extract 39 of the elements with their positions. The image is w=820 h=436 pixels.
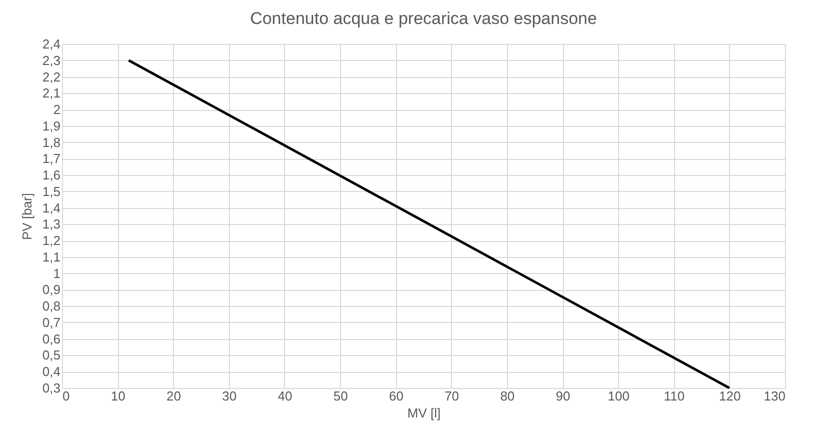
y-tick-label: 0,6 — [42, 331, 60, 346]
x-tick-label: 130 — [764, 388, 786, 404]
y-tick-label: 2 — [53, 102, 60, 118]
y-tick-label: 2,2 — [42, 69, 60, 84]
x-tick-label: 40 — [278, 388, 292, 404]
x-axis-title: MV [l] — [407, 406, 441, 420]
x-tick-label: 30 — [222, 388, 237, 404]
y-tick-label: 1,3 — [42, 216, 60, 232]
x-tick-label: 80 — [500, 388, 515, 404]
y-tick-label: 2,1 — [42, 86, 60, 101]
y-tick-label: 1,5 — [42, 184, 60, 199]
y-tick-label: 1,1 — [42, 249, 60, 264]
chart-title: Contenuto acqua e precarica vaso espansone — [250, 9, 597, 28]
y-tick-label: 0,7 — [42, 314, 60, 330]
x-tick-label: 10 — [110, 388, 126, 404]
y-axis-title: PV [bar] — [19, 193, 34, 240]
x-tick-label: 90 — [556, 388, 570, 404]
x-tick-label: 70 — [444, 388, 460, 404]
x-tick-label: 60 — [388, 388, 404, 404]
y-tick-label: 1,4 — [42, 200, 60, 216]
y-tick-label: 2,4 — [42, 36, 60, 52]
y-tick-label: 1,6 — [42, 168, 60, 183]
y-tick-label: 1,9 — [42, 118, 60, 134]
y-tick-label: 0,5 — [42, 348, 60, 363]
x-tick-label: 50 — [333, 388, 348, 404]
x-tick-label: 110 — [664, 388, 685, 404]
x-tick-label: 120 — [719, 388, 741, 404]
y-tick-label: 0,3 — [42, 380, 60, 396]
y-tick-label: 1 — [53, 266, 60, 281]
y-tick-label: 1,7 — [42, 151, 60, 166]
y-tick-label: 2,3 — [42, 52, 60, 68]
x-tick-label: 0 — [62, 388, 70, 404]
y-tick-label: 0,8 — [42, 298, 60, 314]
x-tick-label: 20 — [166, 388, 181, 404]
y-tick-label: 0,4 — [42, 364, 60, 380]
x-tick-label: 100 — [608, 388, 630, 404]
y-tick-label: 0,9 — [42, 282, 60, 298]
y-tick-label: 1,2 — [42, 233, 60, 248]
y-tick-label: 1,8 — [42, 134, 60, 150]
